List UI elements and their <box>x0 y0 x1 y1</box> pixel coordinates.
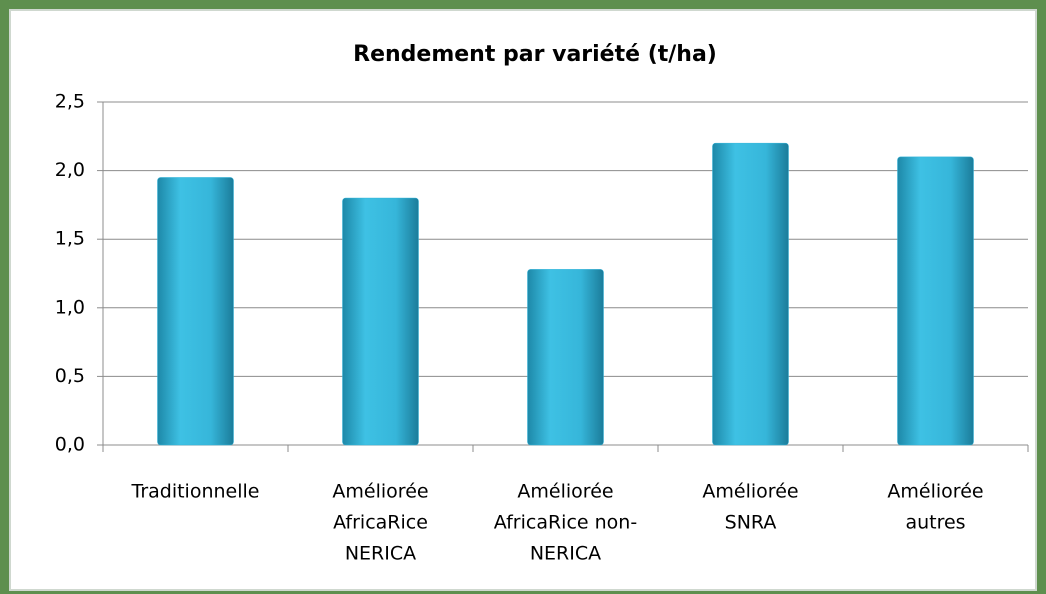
bar <box>342 197 419 446</box>
x-tick-label: Améliorée <box>702 481 798 503</box>
bar <box>712 142 789 446</box>
x-tick-label: Améliorée <box>887 481 983 503</box>
x-tick-label: NERICA <box>345 543 416 565</box>
x-tick-label: AfricaRice non- <box>494 512 637 534</box>
x-tick-label: Améliorée <box>332 481 428 503</box>
chart-title: Rendement par variété (t/ha) <box>353 42 717 67</box>
x-tick-label: SNRA <box>725 512 777 534</box>
x-tick-label: Améliorée <box>517 481 613 503</box>
x-tick-label: AfricaRice <box>333 512 428 534</box>
y-tick-label: 0,0 <box>55 434 85 456</box>
x-tick-label: Traditionnelle <box>131 481 260 503</box>
y-tick-label: 2,0 <box>55 159 85 181</box>
y-tick-label: 1,5 <box>55 228 85 250</box>
bar <box>157 177 234 446</box>
y-tick-label: 1,0 <box>55 296 85 318</box>
x-tick-label: NERICA <box>530 543 601 565</box>
bar <box>527 269 604 446</box>
y-tick-label: 0,5 <box>55 365 85 387</box>
y-tick-label: 2,5 <box>55 91 85 113</box>
x-tick-label: autres <box>905 512 965 534</box>
bar <box>897 156 974 446</box>
